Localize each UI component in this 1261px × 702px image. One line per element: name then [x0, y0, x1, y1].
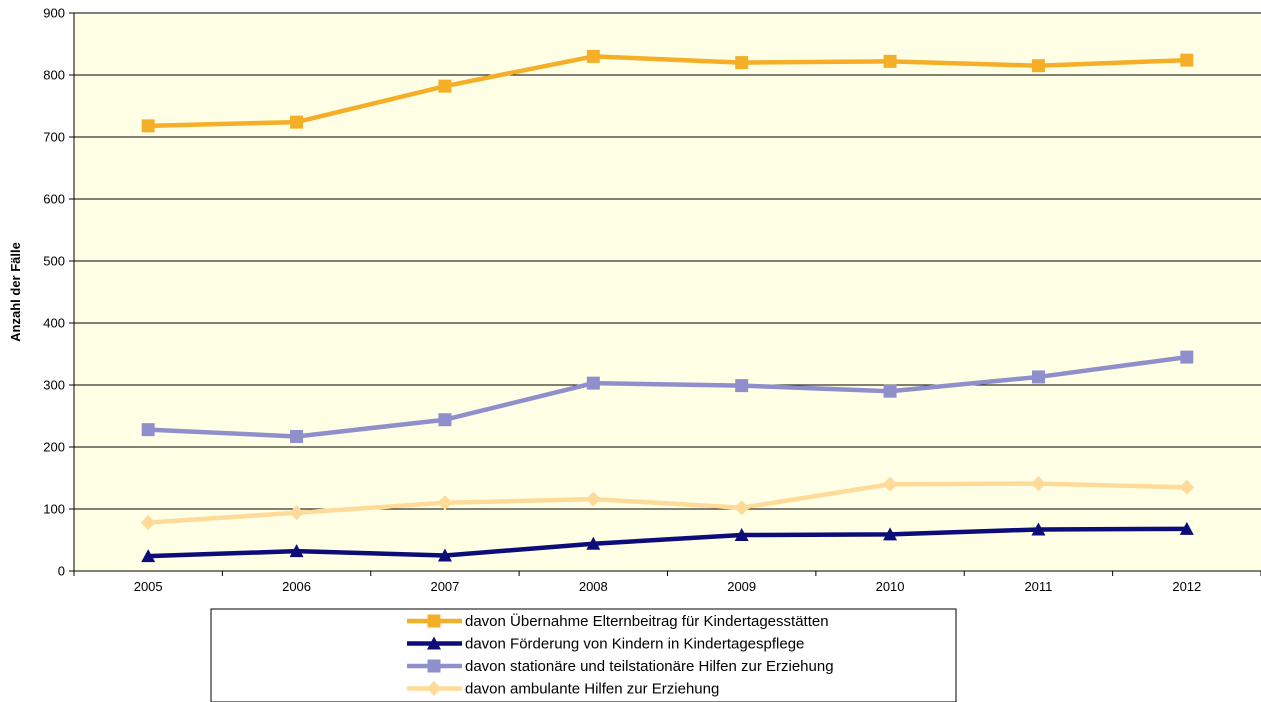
y-tick-label: 800	[43, 68, 65, 83]
y-axis-title: Anzahl der Fälle	[8, 242, 23, 342]
data-point-1-2008	[586, 49, 600, 63]
legend-box	[210, 608, 957, 702]
x-tick-label-2007: 2007	[430, 579, 459, 594]
data-point-1-2005	[141, 119, 155, 133]
data-point-3-2006	[290, 429, 304, 443]
series-4	[140, 476, 1195, 531]
legend-item-3: davon stationäre und teilstationäre Hilf…	[407, 658, 834, 675]
x-axis-ticks: 2005 2006 2007 2008 2009 2010 2011 2012	[73, 571, 1261, 594]
x-tick-label-2010: 2010	[876, 579, 905, 594]
legend-swatch-marker	[426, 681, 442, 696]
data-point-2-2006	[289, 544, 304, 558]
y-tick-label: 400	[43, 316, 65, 331]
series-layer	[140, 49, 1195, 563]
y-tick-label: 900	[43, 6, 65, 21]
legend-item-2: davon Förderung von Kindern in Kindertag…	[407, 636, 804, 653]
data-point-4-2009	[734, 500, 750, 516]
x-tick-label-2005: 2005	[134, 579, 163, 594]
data-point-2-2007	[437, 548, 452, 562]
legend: davon Übernahme Elternbeitrag für Kinder…	[210, 608, 957, 702]
plot-area	[74, 13, 1261, 571]
data-point-3-2009	[735, 379, 749, 393]
data-point-1-2010	[883, 54, 897, 68]
legend-swatch-marker	[427, 659, 441, 673]
y-tick-label: 700	[43, 130, 65, 145]
data-point-2-2009	[734, 528, 749, 542]
data-point-2-2012	[1179, 521, 1194, 535]
y-tick-label: 0	[58, 564, 65, 579]
series-line-4	[148, 481, 1187, 525]
data-point-4-2006	[289, 505, 305, 521]
x-tick-label-2012: 2012	[1172, 579, 1201, 594]
legend-label: davon ambulante Hilfen zur Erziehung	[465, 681, 719, 698]
x-tick-label-2006: 2006	[282, 579, 311, 594]
legend-label: davon stationäre und teilstationäre Hilf…	[465, 658, 834, 675]
x-tick-label-2011: 2011	[1024, 579, 1052, 594]
data-point-2-2008	[586, 536, 601, 550]
data-point-1-2012	[1180, 53, 1194, 67]
data-point-4-2005	[140, 515, 156, 531]
data-point-1-2006	[290, 115, 304, 129]
y-tick-label: 600	[43, 192, 65, 207]
series-line-1	[148, 54, 1187, 129]
series-line-2	[148, 526, 1187, 559]
data-point-1-2009	[735, 56, 749, 70]
legend-item-1: davon Übernahme Elternbeitrag für Kinder…	[407, 612, 829, 630]
data-point-1-2011	[1031, 59, 1045, 73]
y-tick-label: 100	[43, 502, 65, 517]
data-point-4-2010	[882, 476, 898, 492]
legend-swatch-marker	[427, 614, 441, 628]
series-1	[141, 49, 1194, 133]
legend-label: davon Förderung von Kindern in Kindertag…	[465, 636, 804, 653]
data-point-3-2010	[883, 384, 897, 398]
y-axis-ticks: 0 100 200 300 400 500 600 700 800 900	[43, 6, 74, 579]
data-point-3-2012	[1180, 350, 1194, 364]
grid-lines	[74, 12, 1261, 510]
data-point-3-2011	[1031, 370, 1045, 384]
data-point-4-2011	[1030, 476, 1046, 492]
series-3	[141, 350, 1194, 443]
data-point-2-2011	[1031, 522, 1046, 536]
y-tick-label: 500	[43, 254, 65, 269]
data-point-2-2010	[883, 527, 898, 541]
legend-item-4: davon ambulante Hilfen zur Erziehung	[407, 681, 719, 698]
data-point-3-2007	[438, 413, 452, 427]
data-point-4-2008	[585, 491, 601, 507]
legend-swatch-marker	[427, 636, 441, 650]
y-tick-label: 200	[43, 440, 65, 455]
y-tick-label: 300	[43, 378, 65, 393]
series-2	[141, 521, 1194, 563]
data-point-4-2012	[1179, 479, 1195, 495]
x-tick-label-2009: 2009	[727, 579, 756, 594]
data-point-3-2008	[586, 376, 600, 390]
x-tick-label-2008: 2008	[579, 579, 608, 594]
data-point-4-2007	[437, 495, 453, 511]
data-point-2-2005	[141, 549, 156, 563]
series-line-3	[148, 354, 1188, 439]
legend-items: davon Übernahme Elternbeitrag für Kinder…	[407, 612, 834, 698]
data-point-1-2007	[438, 79, 452, 93]
legend-label: davon Übernahme Elternbeitrag für Kinder…	[465, 612, 829, 630]
data-point-3-2005	[141, 423, 155, 437]
